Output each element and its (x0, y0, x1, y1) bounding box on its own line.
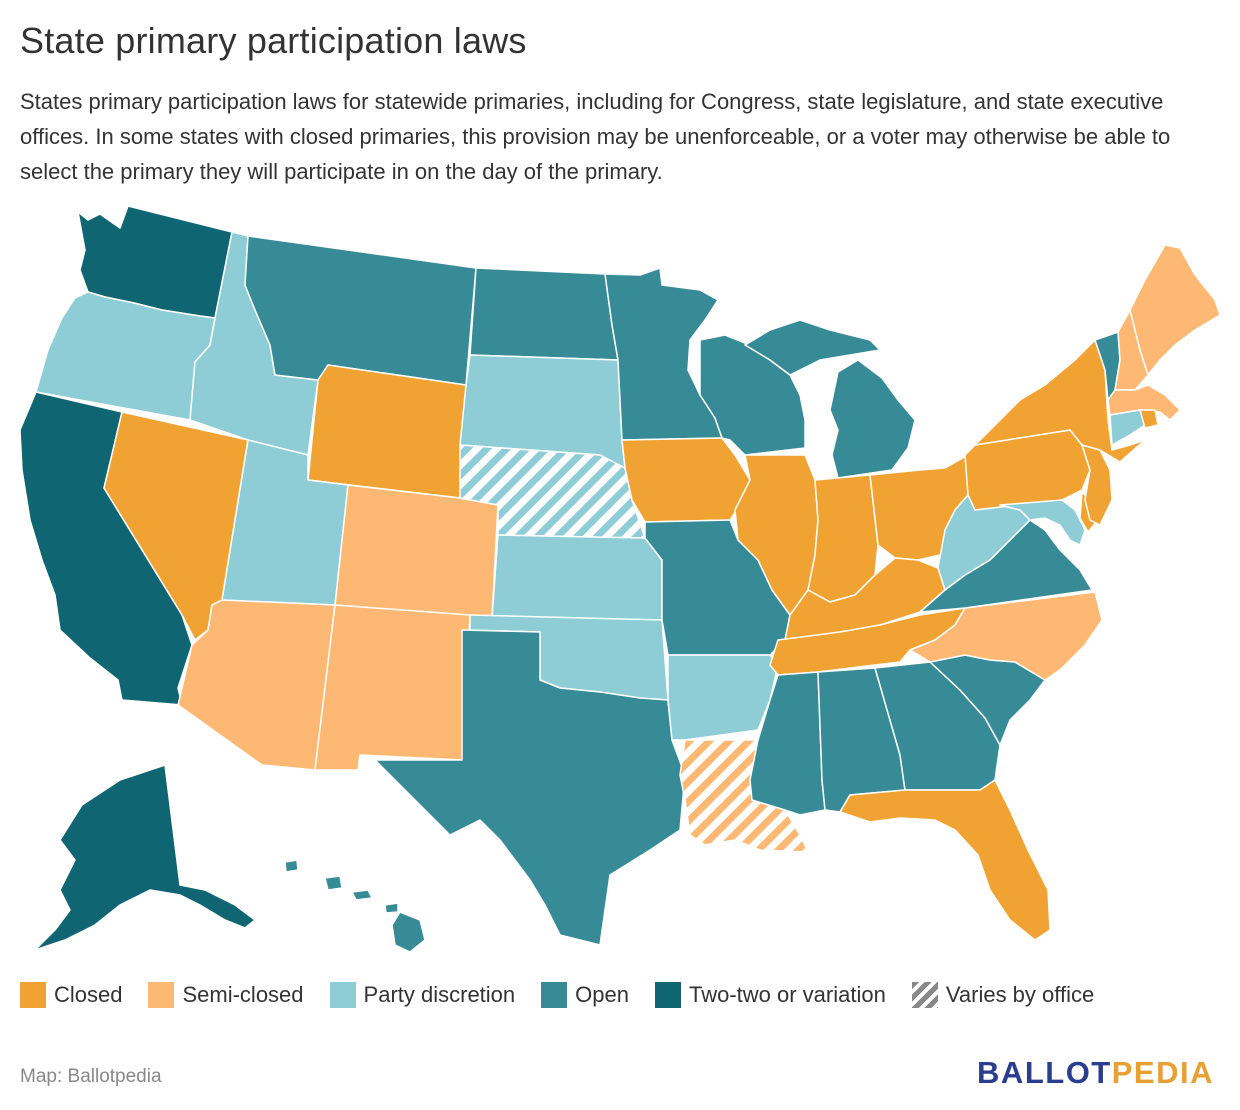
legend-label-top-two: Two-two or variation (688, 982, 886, 1007)
chart-title: State primary participation laws (20, 20, 527, 61)
state-co[interactable] (334, 484, 499, 619)
legend-item-open: Open (541, 982, 629, 1008)
state-tx[interactable] (374, 629, 686, 946)
legend-swatch-open (541, 982, 568, 1008)
legend-item-varies: Varies by office (911, 982, 1095, 1008)
logo-text-ballot: BALLOT (977, 1055, 1112, 1090)
legend-item-party-discretion: Party discretion (329, 982, 516, 1008)
state-fl[interactable] (839, 779, 1051, 941)
ballotpedia-logo: BALLOTPEDIA (977, 1055, 1214, 1091)
state-mi[interactable] (744, 319, 916, 479)
legend-label-closed: Closed (54, 982, 123, 1007)
legend-swatch-varies (911, 982, 938, 1008)
legend-label-semi-closed: Semi-closed (182, 982, 304, 1007)
state-ia[interactable] (621, 437, 751, 523)
state-nd[interactable] (469, 267, 619, 361)
state-nc[interactable] (909, 591, 1103, 681)
state-me[interactable] (1129, 244, 1221, 376)
chart-subtitle: States primary participation laws for st… (20, 89, 1171, 184)
us-map (19, 205, 1221, 953)
legend: Closed Semi-closed Party discretion Open… (20, 982, 1120, 1008)
legend-swatch-top-two (654, 982, 681, 1008)
state-ak[interactable] (34, 764, 256, 951)
legend-swatch-party-discretion (329, 982, 356, 1008)
legend-swatch-semi-closed (148, 982, 175, 1008)
legend-item-top-two: Two-two or variation (654, 982, 886, 1008)
legend-item-semi-closed: Semi-closed (148, 982, 304, 1008)
state-ks[interactable] (491, 534, 663, 621)
state-mn[interactable] (604, 267, 723, 441)
state-mt[interactable] (244, 235, 477, 386)
legend-label-open: Open (575, 982, 629, 1007)
state-ny[interactable] (974, 339, 1146, 463)
logo-text-pedia: PEDIA (1111, 1055, 1214, 1090)
state-md[interactable] (999, 499, 1086, 546)
legend-label-party-discretion: Party discretion (363, 982, 516, 1007)
state-ri[interactable] (1139, 409, 1159, 429)
legend-swatch-closed (20, 982, 46, 1008)
legend-label-varies: Varies by office (945, 982, 1095, 1007)
state-ct[interactable] (1109, 409, 1146, 446)
state-nj[interactable] (1081, 444, 1113, 526)
source-note: Map: Ballotpedia (20, 1066, 162, 1087)
state-nm[interactable] (314, 604, 471, 771)
state-hi[interactable] (284, 859, 426, 953)
state-wy[interactable] (307, 364, 467, 499)
legend-item-closed: Closed (20, 982, 122, 1008)
